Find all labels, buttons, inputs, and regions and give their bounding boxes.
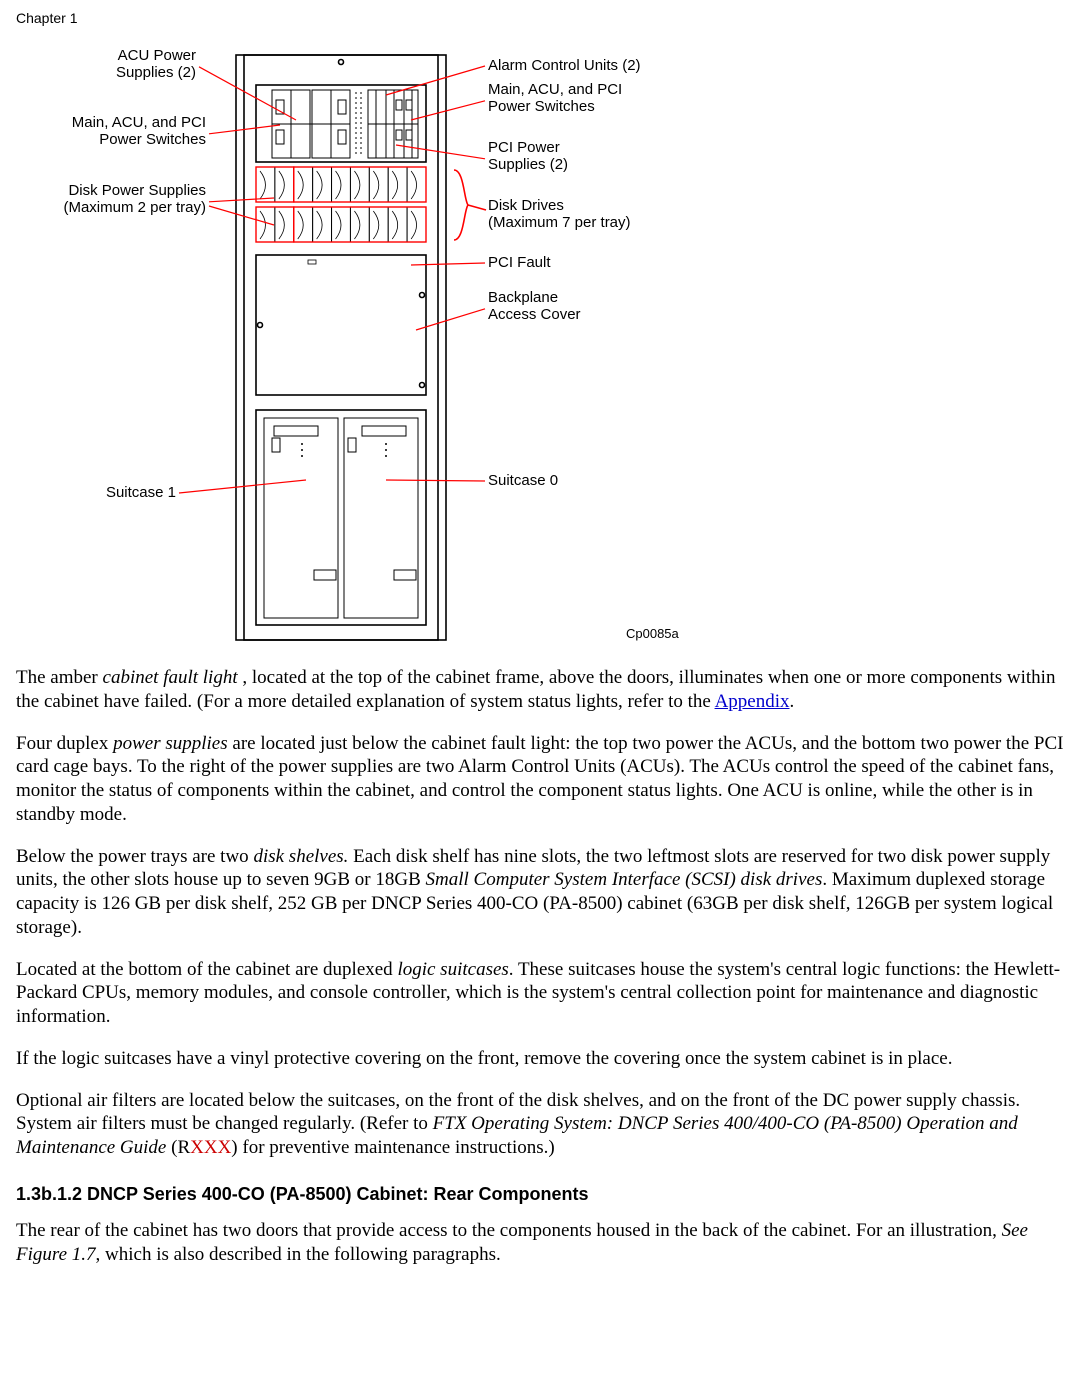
diagram-label: PCI PowerSupplies (2) [488, 139, 568, 173]
paragraph-4: Located at the bottom of the cabinet are… [16, 958, 1064, 1029]
figure-code: Cp0085a [626, 626, 680, 641]
section-heading: 1.3b.1.2 DNCP Series 400-CO (PA-8500) Ca… [16, 1184, 1064, 1205]
text: (R [166, 1137, 190, 1158]
diagram-label: ACU PowerSupplies (2) [116, 47, 196, 81]
italic-term: power supplies [113, 733, 228, 754]
diagram-label: Suitcase 0 [488, 472, 558, 489]
paragraph-1: The amber cabinet fault light , located … [16, 666, 1064, 714]
cabinet-diagram: ACU PowerSupplies (2) Main, ACU, and PCIP… [16, 30, 716, 656]
paragraph-6: Optional air filters are located below t… [16, 1089, 1064, 1160]
diagram-label: Suitcase 1 [106, 484, 176, 501]
text: ) for preventive maintenance instruction… [231, 1137, 554, 1158]
text: Located at the bottom of the cabinet are… [16, 959, 397, 980]
diagram-label: Disk Drives(Maximum 7 per tray) [488, 197, 631, 231]
text: The rear of the cabinet has two doors th… [16, 1220, 1002, 1241]
appendix-link[interactable]: Appendix [715, 691, 790, 712]
diagram-label: Main, ACU, and PCIPower Switches [72, 114, 206, 148]
italic-term: logic suitcases [397, 959, 508, 980]
diagram-label: Alarm Control Units (2) [488, 57, 641, 74]
paragraph-2: Four duplex power supplies are located j… [16, 732, 1064, 827]
text: Four duplex [16, 733, 113, 754]
italic-term: disk shelves. [253, 846, 348, 867]
text: . [790, 691, 795, 712]
diagram-label: Disk Power Supplies(Maximum 2 per tray) [63, 182, 206, 216]
diagram-label: PCI Fault [488, 254, 551, 271]
paragraph-7: The rear of the cabinet has two doors th… [16, 1219, 1064, 1267]
paragraph-5: If the logic suitcases have a vinyl prot… [16, 1047, 1064, 1071]
chapter-label: Chapter 1 [16, 10, 1064, 26]
paragraph-3: Below the power trays are two disk shelv… [16, 845, 1064, 940]
diagram-label: Main, ACU, and PCIPower Switches [488, 81, 622, 115]
text: Below the power trays are two [16, 846, 253, 867]
italic-term: Small Computer System Interface (SCSI) d… [426, 869, 823, 890]
text: The amber [16, 667, 103, 688]
italic-term: cabinet fault light [103, 667, 238, 688]
red-text: XXX [190, 1137, 231, 1158]
diagram-label: BackplaneAccess Cover [488, 289, 581, 323]
text: , which is also described in the followi… [96, 1244, 501, 1265]
